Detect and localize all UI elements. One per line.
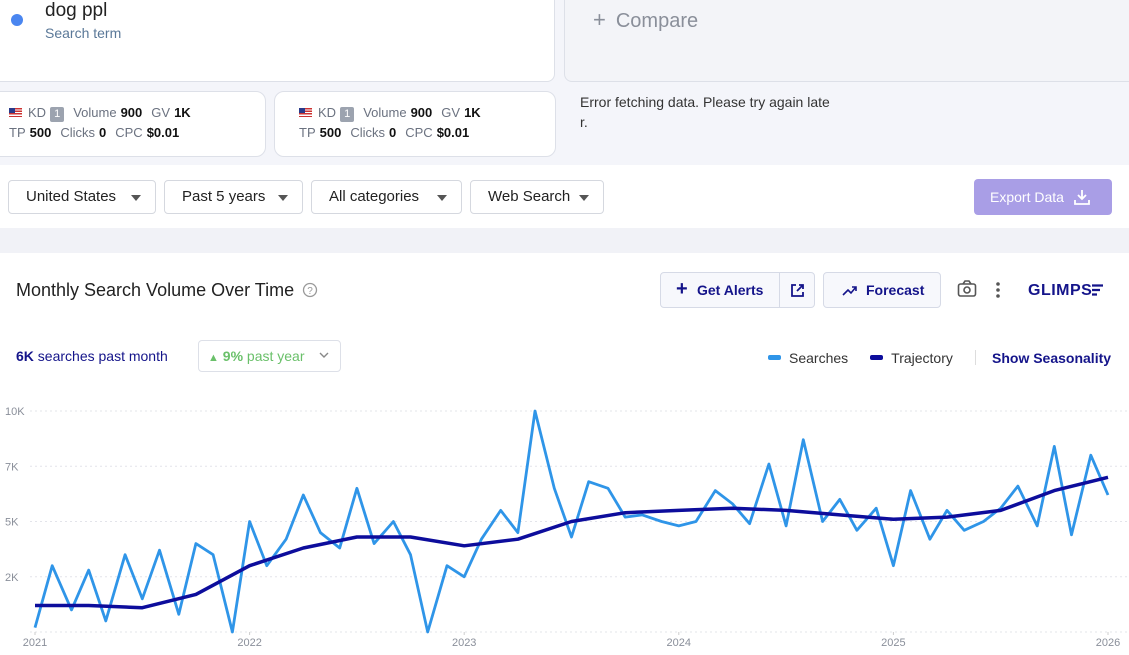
metric-row: KD 1 Volume 900 GV 1K: [299, 103, 555, 123]
y-tick-label: 7K: [5, 461, 19, 473]
kd-label: KD: [28, 105, 47, 120]
stat-text: searches past month: [37, 348, 168, 364]
legend-label: Searches: [789, 350, 849, 366]
chevron: [319, 352, 329, 358]
trend-icon: [842, 286, 857, 296]
help-icon[interactable]: ?: [302, 282, 318, 298]
tp: 500: [29, 125, 52, 140]
gv: 1K: [464, 105, 481, 120]
filter-dropdown[interactable]: All categories: [311, 180, 462, 214]
legend-swatch: [768, 355, 781, 360]
filter-dropdown[interactable]: Past 5 years: [164, 180, 303, 214]
gv: 1K: [174, 105, 191, 120]
term-sub: Search term: [45, 25, 122, 41]
separator: [779, 273, 780, 307]
camera-icon[interactable]: [957, 280, 977, 298]
cpc: $0.01: [436, 125, 470, 140]
legend: Searches Trajectory: [768, 350, 975, 366]
separator: [975, 350, 976, 365]
compare-text: Compare: [615, 10, 699, 32]
series-line: [35, 475, 1109, 610]
y-tick-label: 5K: [5, 517, 19, 529]
change-badge[interactable]: ▲ 9% past year: [198, 340, 341, 372]
kd: 1: [50, 107, 65, 122]
volume-label: Volume: [363, 105, 407, 120]
x-tick-label: 2021: [23, 637, 47, 649]
kd: 1: [340, 107, 355, 122]
legend-swatch: [870, 355, 884, 360]
x-tick-label: 2026: [1096, 637, 1120, 649]
term-card: dog ppl Search term: [0, 0, 555, 82]
filter-dropdown[interactable]: United States: [8, 180, 156, 214]
clicks-label: Clicks: [60, 125, 95, 140]
metric-row: KD 1 Volume 900 GV 1K: [9, 103, 265, 123]
term: dog ppl: [45, 0, 108, 21]
cpc: $0.01: [146, 125, 180, 140]
volume-label: Volume: [73, 105, 117, 120]
forecast-button[interactable]: Forecast: [823, 272, 941, 308]
kd-label: KD: [318, 105, 337, 120]
metric-row: TP 500 Clicks 0 CPC $0.01: [299, 123, 555, 143]
x-tick-label: 2025: [881, 637, 905, 649]
panel-title: Monthly Search Volume Over Time: [16, 280, 295, 300]
up-arrow: ▲: [208, 352, 219, 364]
legend-item: Trajectory: [870, 350, 953, 366]
cpc-label: CPC: [115, 125, 143, 140]
open-icon[interactable]: [790, 283, 805, 298]
flag: [299, 108, 312, 117]
flag: [9, 108, 22, 117]
error-message: Error fetching data. Please try again la…: [580, 94, 830, 130]
export-text: Export Data: [990, 189, 1064, 205]
tp-label: TP: [9, 125, 26, 140]
tp-label: TP: [299, 125, 316, 140]
stat-value: 6K: [16, 348, 34, 364]
term-dot: [11, 14, 23, 26]
change-value: 9%: [222, 348, 244, 364]
series-line: [33, 409, 1110, 634]
compare-box[interactable]: + Compare: [564, 0, 1129, 82]
logo-mark: [1092, 284, 1103, 296]
volume: 900: [120, 105, 143, 120]
change-text: past year: [246, 348, 305, 364]
divider-band: [0, 228, 1129, 253]
y-tick-label: 2K: [5, 572, 19, 584]
logo: GLIMPS: [1028, 282, 1093, 299]
compare[interactable]: + Compare: [593, 7, 699, 32]
svg-text:?: ?: [307, 286, 313, 297]
metric-card[interactable]: KD 1 Volume 900 GV 1K TP 500 Clicks 0 CPC $0.01: [274, 91, 556, 157]
legend-item: Searches: [768, 350, 848, 366]
menu-icon[interactable]: [994, 281, 1002, 299]
metric-card[interactable]: KD 1 Volume 900 GV 1K TP 500 Clicks 0 CPC $0.01: [0, 91, 266, 157]
clicks-label: Clicks: [350, 125, 385, 140]
gv-label: GV: [151, 105, 171, 120]
y-tick-label: 10K: [5, 406, 25, 418]
x-tick-label: 2024: [667, 637, 691, 649]
tp: 500: [319, 125, 342, 140]
cpc-label: CPC: [405, 125, 433, 140]
chart: 2K 5K 7K 10K 2021 2022 2023 2024 2025 2026: [5, 406, 1129, 649]
clicks: 0: [389, 125, 397, 140]
download-icon: [1074, 190, 1090, 205]
legend-label: Trajectory: [891, 350, 953, 366]
stat: 6K searches past month: [16, 348, 168, 364]
export-button[interactable]: Export Data: [974, 179, 1112, 215]
volume: 900: [410, 105, 433, 120]
plus-icon: +: [676, 278, 688, 300]
x-tick-label: 2022: [237, 637, 261, 649]
seasonality[interactable]: Show Seasonality: [992, 350, 1112, 366]
filter-dropdown[interactable]: Web Search: [470, 180, 604, 214]
alerts-button[interactable]: + Get Alerts: [660, 272, 815, 308]
gv-label: GV: [441, 105, 461, 120]
forecast-text: Forecast: [866, 282, 925, 298]
metric-row: TP 500 Clicks 0 CPC $0.01: [9, 123, 265, 143]
alerts-text: Get Alerts: [697, 282, 764, 298]
clicks: 0: [99, 125, 107, 140]
x-tick-label: 2023: [452, 637, 476, 649]
